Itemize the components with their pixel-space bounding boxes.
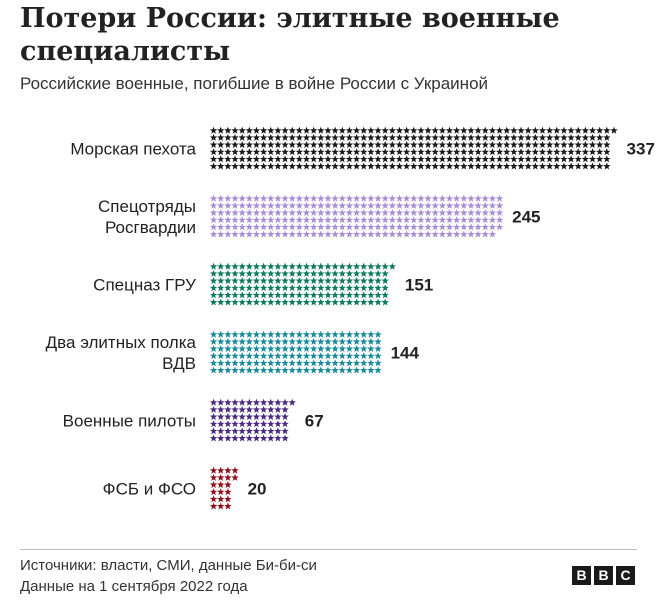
footer-date: Данные на 1 сентября 2022 года — [20, 578, 248, 595]
bar-value-label: 144 — [391, 343, 420, 362]
bar-value-label: 20 — [248, 479, 267, 498]
chart-subtitle: Российские военные, погибшие в войне Рос… — [20, 74, 489, 93]
bbc-logo: B B C — [572, 566, 635, 585]
bar-category-label: Спецназ ГРУ — [93, 275, 196, 294]
bar-group: 67 Военные пилоты — [63, 398, 324, 442]
bar-stars — [209, 194, 504, 238]
bar-stars — [209, 262, 397, 306]
bar-group: 20 ФСБ и ФСО — [103, 466, 267, 510]
bbc-logo-letter: B — [594, 566, 613, 585]
bar-stars — [209, 330, 382, 374]
bar-category-label: Два элитных полка ВДВ — [46, 333, 197, 373]
bar-group: 337 Морская пехота — [70, 126, 655, 170]
bar-group: 245 Спецотряды Росгвардии — [98, 194, 541, 238]
bar-value-label: 337 — [627, 139, 655, 158]
bar-category-label: ФСБ и ФСО — [103, 479, 196, 498]
bar-category-label: Морская пехота — [70, 139, 196, 158]
footer-source: Источники: власти, СМИ, данные Би-би-си — [20, 557, 317, 574]
chart-title: Потери России: элитные военные специалис… — [20, 3, 560, 67]
bar-value-label: 67 — [305, 411, 324, 430]
bar-value-label: 151 — [405, 275, 433, 294]
bar-value-label: 245 — [512, 207, 540, 226]
bar-stars — [209, 466, 239, 510]
bar-category-label: Военные пилоты — [63, 411, 196, 430]
bar-stars — [209, 126, 618, 170]
star-bar-chart: 337 Морская пехота 245 Спецотряды Росгвардии… — [46, 126, 655, 510]
bar-category-label: Спецотряды Росгвардии — [98, 197, 196, 237]
footer-divider — [20, 549, 637, 550]
bar-group: 151 Спецназ ГРУ — [93, 262, 433, 306]
bbc-logo-letter: C — [616, 566, 635, 585]
bar-group: 144 Два элитных полка ВДВ — [46, 330, 420, 374]
bbc-logo-letter: B — [572, 566, 591, 585]
bar-stars — [209, 398, 296, 442]
